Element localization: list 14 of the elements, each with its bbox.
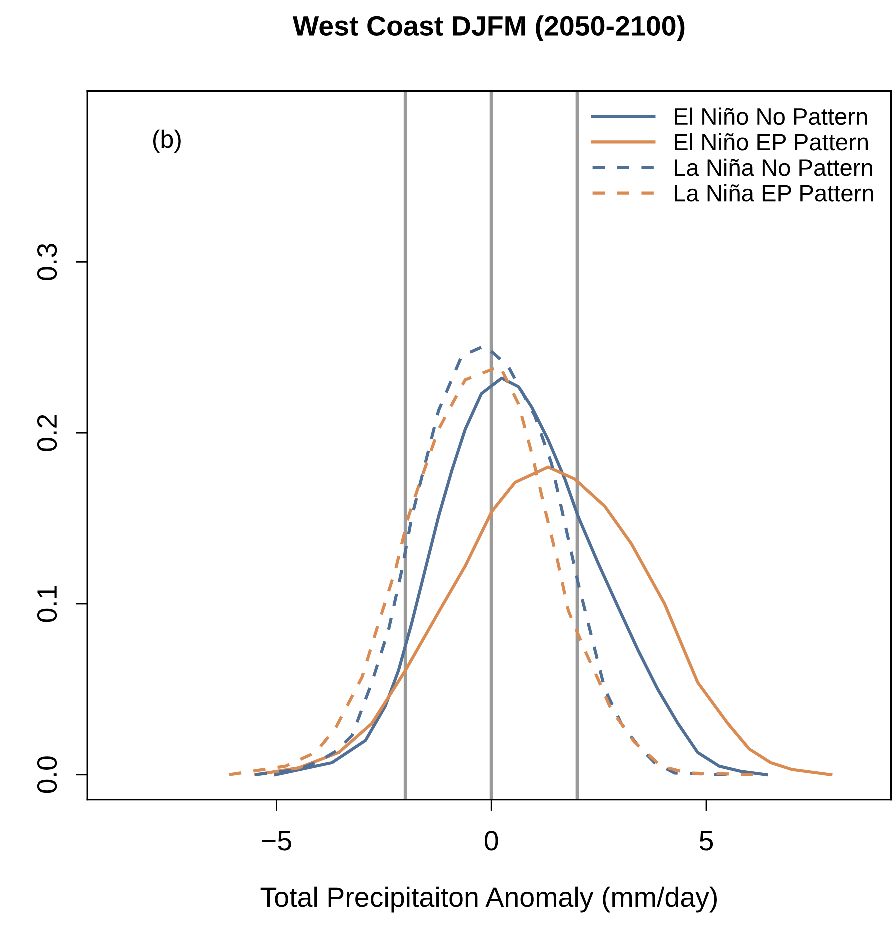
legend-label: La Niña EP Pattern	[675, 184, 874, 202]
legend-label: El Niño No Pattern	[675, 108, 868, 126]
x-tick-label: 0	[484, 831, 498, 851]
y-tick-label: 0.2	[37, 415, 58, 452]
chart-title: West Coast DJFM (2050-2100)	[292, 16, 685, 42]
annotation: (b)	[153, 130, 181, 154]
y-tick-label: 0.1	[37, 586, 58, 622]
x-axis-title: Total Precipitaiton Anomaly (mm/day)	[260, 886, 718, 913]
y-tick-label: 0.0	[37, 756, 58, 794]
legend-label: El Niño EP Pattern	[675, 133, 868, 151]
x-tick-label: 5	[700, 831, 714, 851]
legend-label: La Niña No Pattern	[675, 158, 872, 176]
y-tick-label: 0.3	[37, 244, 58, 280]
x-tick-label: −5	[262, 831, 292, 851]
